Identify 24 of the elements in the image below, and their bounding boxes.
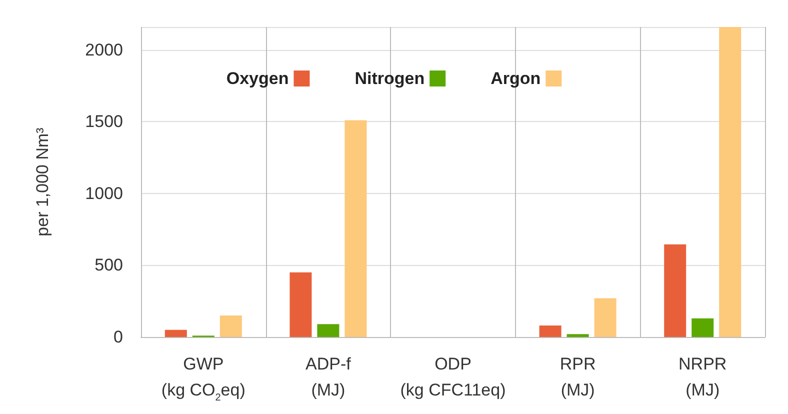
y-tick-label: 2000 [85,40,123,60]
legend-label: Oxygen [226,69,289,88]
y-tick-label: 0 [114,328,123,346]
legend-label: Argon [490,69,541,88]
x-tick-label: ADP-f (MJ) [306,354,352,400]
bar [664,244,686,337]
bar [539,326,562,337]
y-axis-title: per 1,000 Nm³ [33,127,52,236]
bar [164,330,187,337]
bar [692,318,714,337]
x-tick-label: ODP (kg CFC11eq) [400,354,506,400]
legend-label: Nitrogen [354,69,425,88]
bar [566,334,589,337]
y-tick-label: 1500 [85,112,123,132]
bar [594,298,616,337]
bar [290,272,312,337]
x-tick-label: NRPR (MJ) [678,354,727,400]
bar [220,315,242,337]
y-tick-label: 1000 [85,184,123,203]
bar [317,324,340,337]
bar [719,27,742,337]
bar [344,120,367,337]
x-tick-label: RPR (MJ) [560,354,596,400]
y-tick-label: 500 [94,256,123,275]
